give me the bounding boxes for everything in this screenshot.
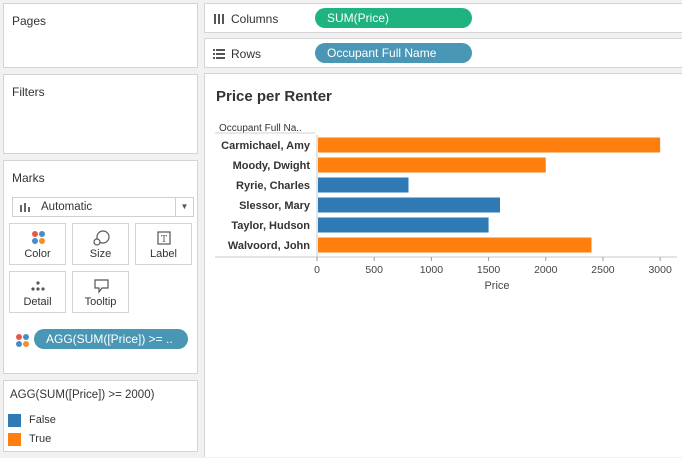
pages-title: Pages [12,14,47,28]
x-tick-label: 3000 [648,264,672,276]
size-icon [93,230,110,246]
bar[interactable] [318,177,409,193]
x-tick-label: 1500 [477,264,501,276]
bar[interactable] [318,217,489,233]
columns-shelf[interactable]: Columns SUM(Price) [204,3,682,33]
row-label[interactable]: Slessor, Mary [239,200,311,212]
row-header[interactable]: Occupant Full Na.. [219,123,302,134]
label-icon: T [157,231,171,245]
bar[interactable] [318,237,592,253]
detail-button[interactable]: Detail [9,271,66,313]
color-button[interactable]: Color [9,223,66,265]
color-label: Color [24,248,51,260]
x-axis-title[interactable]: Price [484,280,509,292]
row-label[interactable]: Moody, Dwight [233,160,311,172]
x-tick-label: 1000 [420,264,444,276]
mark-type-value: Automatic [41,201,93,213]
bar[interactable] [318,137,661,153]
x-tick-label: 0 [314,264,320,276]
legend-swatch-true [8,433,21,446]
label-button[interactable]: T Label [135,223,192,265]
detail-icon [31,281,45,291]
detail-label: Detail [23,296,52,308]
marks-card: Marks Automatic ▼ Color Size T Label [3,160,198,374]
row-label[interactable]: Carmichael, Amy [221,140,311,152]
view-title: Price per Renter [216,88,332,105]
mark-type-dropdown[interactable]: Automatic ▼ [12,197,194,217]
row-label[interactable]: Walvoord, John [228,240,310,252]
bar[interactable] [318,197,501,213]
tooltip-icon [94,279,109,294]
rows-label: Rows [231,47,262,61]
tooltip-label: Tooltip [84,296,117,308]
columns-icon [214,14,224,24]
legend-title: AGG(SUM([Price]) >= 2000) [10,389,155,401]
rows-pill-occupant-full-name[interactable]: Occupant Full Name [315,43,472,63]
legend-label-false: False [29,414,56,426]
legend-label-true: True [29,433,52,445]
legend-swatch-false [8,414,21,427]
tooltip-button[interactable]: Tooltip [72,271,129,313]
rows-icon [213,49,225,59]
color-encoding-icon [16,334,29,347]
worksheet-view: Price per Renter Occupant Full Na.. Carmi… [204,73,682,457]
chevron-down-icon[interactable]: ▼ [175,198,193,216]
color-legend: AGG(SUM([Price]) >= 2000) False True [3,380,198,452]
x-tick-label: 500 [365,264,383,276]
x-tick-label: 2000 [534,264,558,276]
columns-label: Columns [231,12,279,26]
svg-text:T: T [161,235,167,245]
bar-chart-icon [20,203,30,212]
marks-title: Marks [12,171,45,185]
columns-pill-sum-price[interactable]: SUM(Price) [315,8,472,28]
filters-title: Filters [12,85,45,99]
row-label[interactable]: Ryrie, Charles [236,180,310,192]
size-label: Size [89,248,112,260]
rows-shelf[interactable]: Rows Occupant Full Name [204,38,682,68]
color-field-pill[interactable]: AGG(SUM([Price]) >= .. [34,329,188,349]
size-button[interactable]: Size [72,223,129,265]
bar-chart: Occupant Full Na.. Carmichael, Amy Moody, … [215,123,677,292]
color-icon [32,231,45,244]
bar[interactable] [318,157,546,173]
pages-card[interactable]: Pages [3,3,198,68]
x-tick-label: 2500 [591,264,615,276]
filters-card[interactable]: Filters [3,74,198,154]
label-label: Label [150,248,177,260]
row-label[interactable]: Taylor, Hudson [231,220,310,232]
